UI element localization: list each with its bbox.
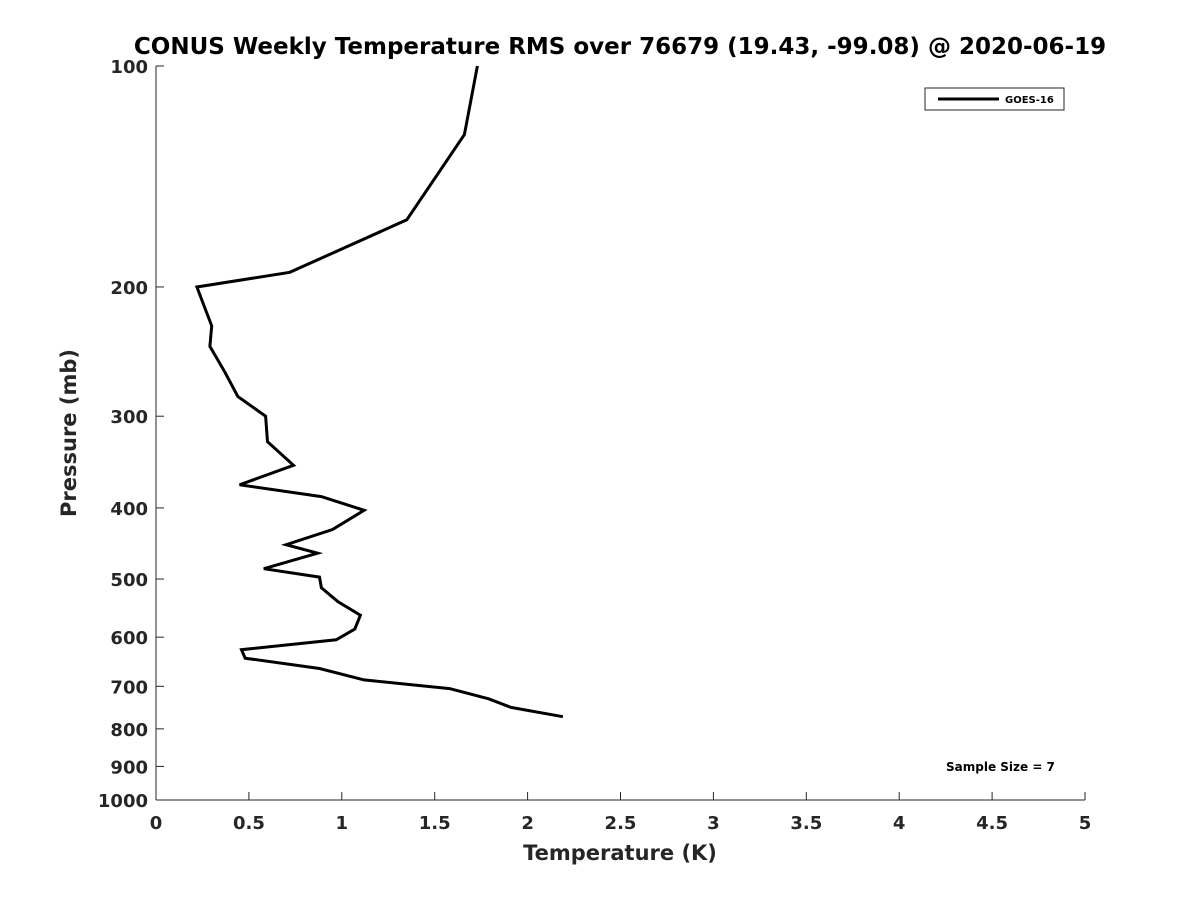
y-tick-label: 600 (110, 628, 148, 649)
x-tick-label: 3.5 (790, 813, 822, 834)
x-tick-label: 2 (521, 813, 534, 834)
chart-title: CONUS Weekly Temperature RMS over 76679 … (134, 34, 1106, 60)
y-tick-label: 500 (110, 570, 148, 591)
x-tick-label: 1 (336, 813, 349, 834)
y-tick-label: 800 (110, 720, 148, 741)
x-tick-label: 3 (707, 813, 720, 834)
series-layer (194, 65, 564, 719)
x-tick-label: 4.5 (976, 813, 1008, 834)
y-tick-label: 400 (110, 499, 148, 520)
x-ticks: 0 0.5 1 1.5 2 2.5 3 3.5 4 4.5 5 (150, 792, 1092, 834)
x-tick-label: 4 (893, 813, 906, 834)
y-tick-label: 1000 (98, 791, 148, 812)
y-tick-label: 700 (110, 677, 148, 698)
y-tick-label: 300 (110, 407, 148, 428)
legend: GOES-16 (924, 87, 1065, 111)
y-tick-label: 900 (110, 757, 148, 778)
x-tick-label: 0 (150, 813, 163, 834)
y-tick-label: 100 (110, 57, 148, 78)
x-axis-label: Temperature (K) (523, 841, 717, 865)
x-tick-label: 2.5 (605, 813, 637, 834)
axes: 0 0.5 1 1.5 2 2.5 3 3.5 4 4.5 5 100 200 300 400 500 600… (98, 57, 1091, 834)
x-tick-label: 5 (1079, 813, 1092, 834)
y-ticks: 100 200 300 400 500 600 700 800 900 1000 (98, 57, 164, 812)
x-tick-label: 1.5 (419, 813, 451, 834)
legend-label: GOES-16 (1005, 95, 1054, 106)
y-axis-label: Pressure (mb) (57, 349, 81, 517)
series-line (194, 65, 564, 719)
sample-size-annotation: Sample Size = 7 (946, 760, 1055, 774)
y-tick-label: 200 (110, 278, 148, 299)
x-tick-label: 0.5 (233, 813, 265, 834)
